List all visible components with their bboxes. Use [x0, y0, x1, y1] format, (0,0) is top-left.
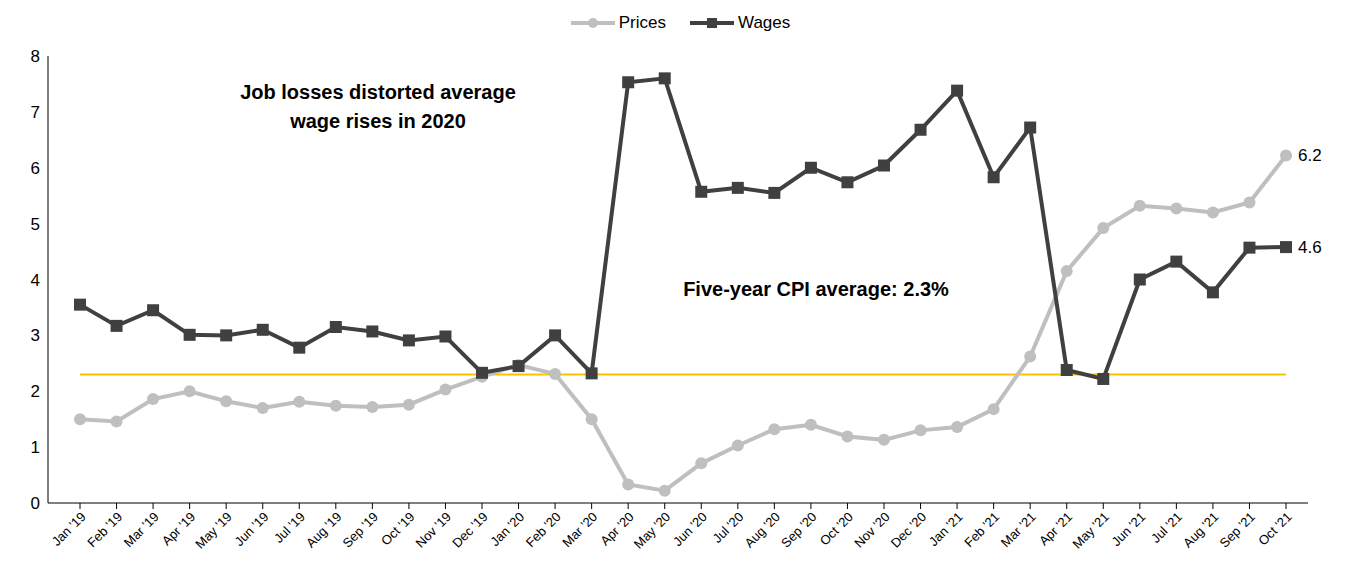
svg-text:Sep '21: Sep '21	[1217, 509, 1258, 550]
svg-text:6: 6	[31, 159, 40, 178]
svg-text:Mar '21: Mar '21	[998, 509, 1039, 550]
svg-text:8: 8	[31, 47, 40, 66]
svg-text:Apr '21: Apr '21	[1036, 509, 1075, 548]
svg-text:Jul '21: Jul '21	[1148, 509, 1185, 546]
svg-text:Aug '19: Aug '19	[303, 509, 344, 550]
svg-text:Sep '20: Sep '20	[778, 509, 819, 550]
html-text:Prices: Prices	[618, 13, 666, 32]
svg-text:Apr '20: Apr '20	[597, 509, 636, 548]
svg-text:Oct '21: Oct '21	[1255, 509, 1294, 548]
svg-text:Mar '20: Mar '20	[559, 509, 600, 550]
svg-text:Apr '19: Apr '19	[159, 509, 198, 548]
svg-text:Sep '19: Sep '19	[340, 509, 381, 550]
svg-text:Jan '20: Jan '20	[487, 509, 527, 549]
svg-text:Jan '19: Jan '19	[49, 509, 89, 549]
svg-text:Oct '20: Oct '20	[817, 509, 856, 548]
html-text:Job losses distorted average: Job losses distorted average	[240, 81, 516, 103]
svg-text:5: 5	[31, 215, 40, 234]
svg-text:May '19: May '19	[192, 509, 235, 552]
html-text:Five-year CPI average: 2.3%: Five-year CPI average: 2.3%	[683, 278, 949, 300]
svg-text:Jun '21: Jun '21	[1109, 509, 1149, 549]
svg-text:3: 3	[31, 326, 40, 345]
svg-text:Jun '19: Jun '19	[231, 509, 271, 549]
svg-text:Feb '20: Feb '20	[523, 509, 564, 550]
svg-text:4: 4	[31, 271, 40, 290]
svg-text:Feb '21: Feb '21	[961, 509, 1002, 550]
svg-text:Mar '19: Mar '19	[121, 509, 162, 550]
svg-text:4.6: 4.6	[1298, 238, 1322, 257]
svg-text:6.2: 6.2	[1298, 146, 1322, 165]
svg-text:May '21: May '21	[1069, 509, 1112, 552]
svg-text:1: 1	[31, 438, 40, 457]
svg-text:Jan '21: Jan '21	[926, 509, 966, 549]
svg-text:Jun '20: Jun '20	[670, 509, 710, 549]
svg-text:Feb '19: Feb '19	[84, 509, 125, 550]
svg-text:2: 2	[31, 382, 40, 401]
html-text:Wages: Wages	[738, 13, 791, 32]
svg-text:7: 7	[31, 103, 40, 122]
svg-text:Dec '19: Dec '19	[449, 509, 490, 550]
html-text:wage rises in 2020: wage rises in 2020	[290, 110, 466, 132]
svg-text:Jul '19: Jul '19	[271, 509, 308, 546]
svg-text:Aug '20: Aug '20	[742, 509, 783, 550]
svg-text:Jul '20: Jul '20	[709, 509, 747, 546]
svg-text:0: 0	[31, 494, 40, 513]
svg-text:Nov '20: Nov '20	[851, 509, 892, 550]
svg-text:Dec '20: Dec '20	[888, 509, 929, 550]
svg-text:Aug '21: Aug '21	[1180, 509, 1221, 550]
svg-text:Nov '19: Nov '19	[413, 509, 454, 550]
svg-text:Oct '19: Oct '19	[378, 509, 417, 548]
svg-text:May '20: May '20	[631, 509, 674, 552]
